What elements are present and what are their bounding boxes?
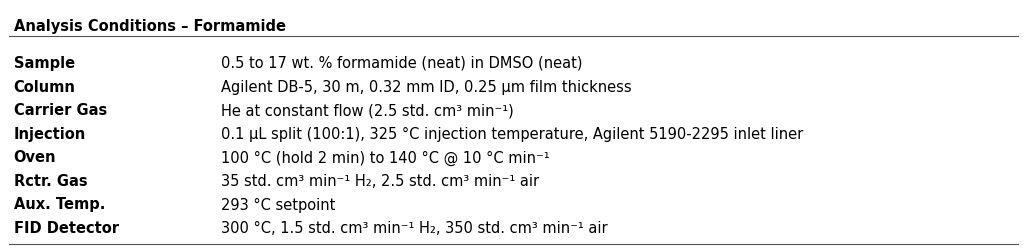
Text: Agilent DB-5, 30 m, 0.32 mm ID, 0.25 μm film thickness: Agilent DB-5, 30 m, 0.32 mm ID, 0.25 μm … xyxy=(221,79,632,94)
Text: 100 °C (hold 2 min) to 140 °C @ 10 °C min⁻¹: 100 °C (hold 2 min) to 140 °C @ 10 °C mi… xyxy=(221,150,550,165)
Text: Sample: Sample xyxy=(13,56,75,71)
Text: Injection: Injection xyxy=(13,126,86,141)
Text: 0.5 to 17 wt. % formamide (neat) in DMSO (neat): 0.5 to 17 wt. % formamide (neat) in DMSO… xyxy=(221,56,583,71)
Text: Carrier Gas: Carrier Gas xyxy=(13,103,106,118)
Text: Column: Column xyxy=(13,79,76,94)
Text: 0.1 μL split (100:1), 325 °C injection temperature, Agilent 5190-2295 inlet line: 0.1 μL split (100:1), 325 °C injection t… xyxy=(221,126,803,141)
Text: 35 std. cm³ min⁻¹ H₂, 2.5 std. cm³ min⁻¹ air: 35 std. cm³ min⁻¹ H₂, 2.5 std. cm³ min⁻¹… xyxy=(221,173,539,188)
Text: FID Detector: FID Detector xyxy=(13,220,119,235)
Text: Aux. Temp.: Aux. Temp. xyxy=(13,197,105,212)
Text: Analysis Conditions – Formamide: Analysis Conditions – Formamide xyxy=(13,19,286,34)
Text: Oven: Oven xyxy=(13,150,56,165)
Text: Rctr. Gas: Rctr. Gas xyxy=(13,173,87,188)
Text: He at constant flow (2.5 std. cm³ min⁻¹): He at constant flow (2.5 std. cm³ min⁻¹) xyxy=(221,103,514,118)
Text: 300 °C, 1.5 std. cm³ min⁻¹ H₂, 350 std. cm³ min⁻¹ air: 300 °C, 1.5 std. cm³ min⁻¹ H₂, 350 std. … xyxy=(221,220,607,235)
Text: 293 °C setpoint: 293 °C setpoint xyxy=(221,197,335,212)
